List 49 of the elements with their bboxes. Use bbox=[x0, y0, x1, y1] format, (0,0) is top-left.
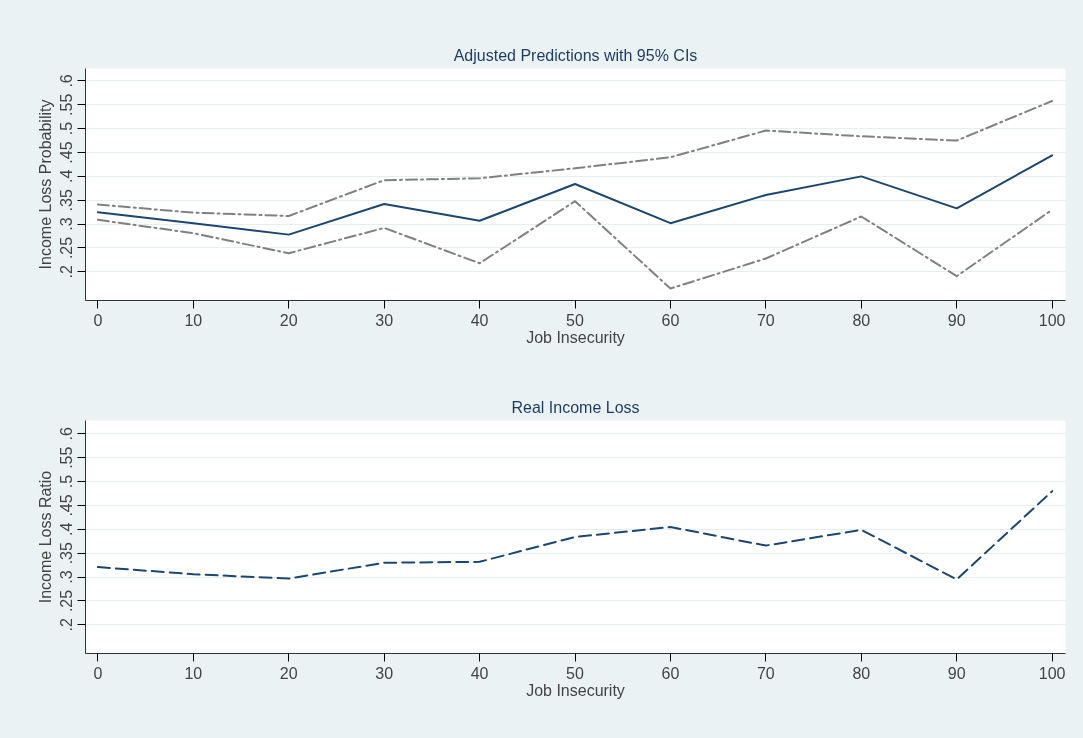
y-tick-label: .6 bbox=[58, 74, 76, 88]
y-tick-label: .3 bbox=[58, 570, 76, 584]
y-tick-label: .4 bbox=[58, 169, 76, 184]
y-axis-title: Income Loss Probability bbox=[36, 99, 54, 270]
y-tick-label: .55 bbox=[58, 446, 76, 469]
x-tick-label: 10 bbox=[184, 311, 203, 329]
x-tick-label: 80 bbox=[852, 311, 871, 329]
y-tick-label: .5 bbox=[58, 121, 76, 136]
x-tick-label: 0 bbox=[93, 311, 103, 329]
y-tick-label: .45 bbox=[58, 141, 76, 164]
y-axis-title: Income Loss Ratio bbox=[36, 470, 54, 604]
x-tick-label: 100 bbox=[1038, 311, 1066, 329]
y-tick-label: .25 bbox=[58, 236, 76, 260]
y-tick-label: .5 bbox=[58, 474, 76, 489]
x-tick-label: 50 bbox=[566, 311, 585, 329]
x-tick-label: 30 bbox=[375, 311, 394, 329]
y-tick-label: .2 bbox=[58, 618, 76, 632]
x-tick-label: 70 bbox=[756, 311, 775, 329]
chart-title: Real Income Loss bbox=[511, 398, 640, 416]
x-tick-label: 50 bbox=[566, 664, 585, 682]
y-tick-label: .35 bbox=[58, 189, 76, 212]
x-tick-label: 10 bbox=[184, 664, 203, 682]
y-tick-label: .6 bbox=[58, 427, 76, 441]
x-tick-label: 90 bbox=[947, 664, 966, 682]
x-tick-label: 70 bbox=[756, 664, 775, 682]
x-axis-title: Job Insecurity bbox=[526, 681, 625, 699]
x-axis-title: Job Insecurity bbox=[526, 328, 625, 346]
x-tick-label: 40 bbox=[470, 664, 489, 682]
x-tick-label: 90 bbox=[947, 311, 966, 329]
y-tick-label: .25 bbox=[58, 589, 76, 613]
line-series bbox=[96, 154, 1054, 236]
line-series bbox=[96, 490, 1054, 581]
x-tick-label: 40 bbox=[470, 311, 489, 329]
y-tick-label: .3 bbox=[58, 217, 76, 231]
y-tick-label: .55 bbox=[58, 93, 76, 116]
y-tick-label: .45 bbox=[58, 494, 76, 517]
x-tick-label: 30 bbox=[375, 664, 394, 682]
y-tick-label: .2 bbox=[58, 265, 76, 279]
chart-title: Adjusted Predictions with 95% CIs bbox=[453, 46, 698, 64]
y-tick-label: .4 bbox=[58, 522, 76, 537]
y-tick-label: .35 bbox=[58, 542, 76, 565]
x-tick-label: 60 bbox=[661, 311, 680, 329]
x-tick-label: 80 bbox=[852, 664, 871, 682]
x-tick-label: 0 bbox=[93, 664, 103, 682]
line-series bbox=[96, 99, 1054, 218]
x-tick-label: 60 bbox=[661, 664, 680, 682]
x-tick-label: 100 bbox=[1038, 664, 1066, 682]
x-tick-label: 20 bbox=[279, 664, 298, 682]
x-tick-label: 20 bbox=[279, 311, 298, 329]
